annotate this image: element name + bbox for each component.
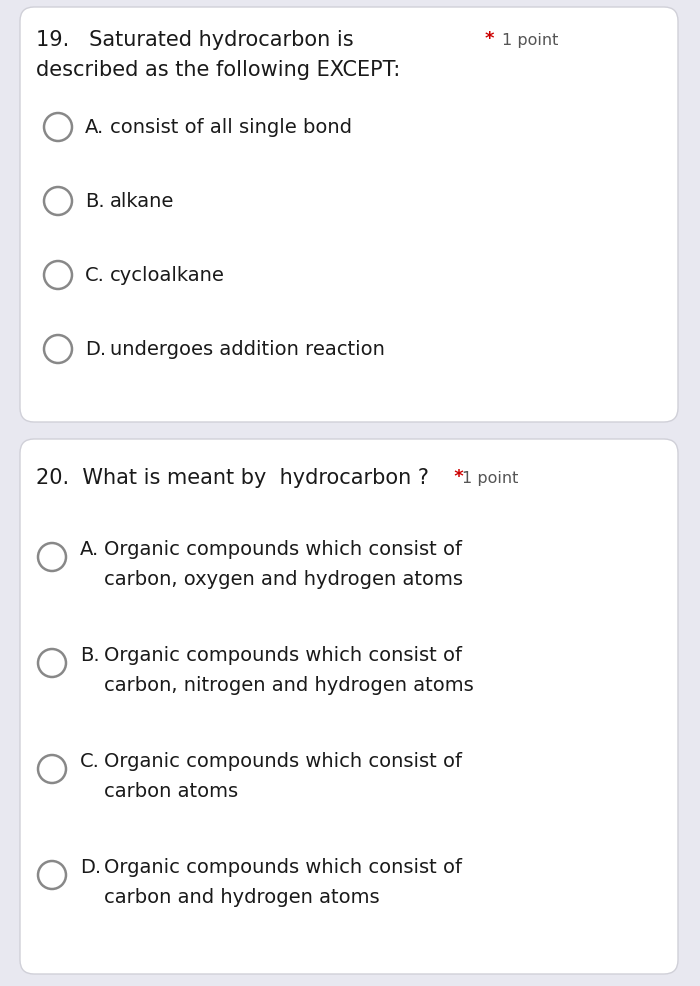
Text: described as the following EXCEPT:: described as the following EXCEPT: [36,60,400,80]
Text: Organic compounds which consist of: Organic compounds which consist of [104,539,462,558]
Text: *: * [485,30,494,48]
Text: A.: A. [85,118,104,137]
Text: alkane: alkane [110,192,174,211]
Text: 1 point: 1 point [462,470,519,485]
Text: C.: C. [80,751,100,770]
Text: 19.   Saturated hydrocarbon is: 19. Saturated hydrocarbon is [36,30,354,50]
Text: Organic compounds which consist of: Organic compounds which consist of [104,751,462,770]
Text: *: * [448,467,463,485]
Text: B.: B. [80,646,99,665]
Text: Organic compounds which consist of: Organic compounds which consist of [104,857,462,877]
Circle shape [44,261,72,290]
Text: C.: C. [85,266,105,285]
FancyBboxPatch shape [20,440,678,974]
Circle shape [44,335,72,364]
Text: carbon, oxygen and hydrogen atoms: carbon, oxygen and hydrogen atoms [104,570,463,589]
Text: consist of all single bond: consist of all single bond [110,118,352,137]
Text: D.: D. [80,857,101,877]
Text: B.: B. [85,192,104,211]
FancyBboxPatch shape [20,8,678,423]
Text: D.: D. [85,339,106,359]
Text: carbon atoms: carbon atoms [104,781,238,801]
Circle shape [44,187,72,216]
Text: carbon, nitrogen and hydrogen atoms: carbon, nitrogen and hydrogen atoms [104,675,474,694]
Text: A.: A. [80,539,99,558]
Circle shape [38,650,66,677]
Text: 20.  What is meant by  hydrocarbon ?: 20. What is meant by hydrocarbon ? [36,467,429,487]
Circle shape [38,861,66,889]
Text: cycloalkane: cycloalkane [110,266,225,285]
Circle shape [38,755,66,783]
Circle shape [44,114,72,142]
Text: 1 point: 1 point [502,33,559,48]
Text: undergoes addition reaction: undergoes addition reaction [110,339,385,359]
Circle shape [38,543,66,572]
Text: Organic compounds which consist of: Organic compounds which consist of [104,646,462,665]
Text: carbon and hydrogen atoms: carbon and hydrogen atoms [104,887,379,906]
